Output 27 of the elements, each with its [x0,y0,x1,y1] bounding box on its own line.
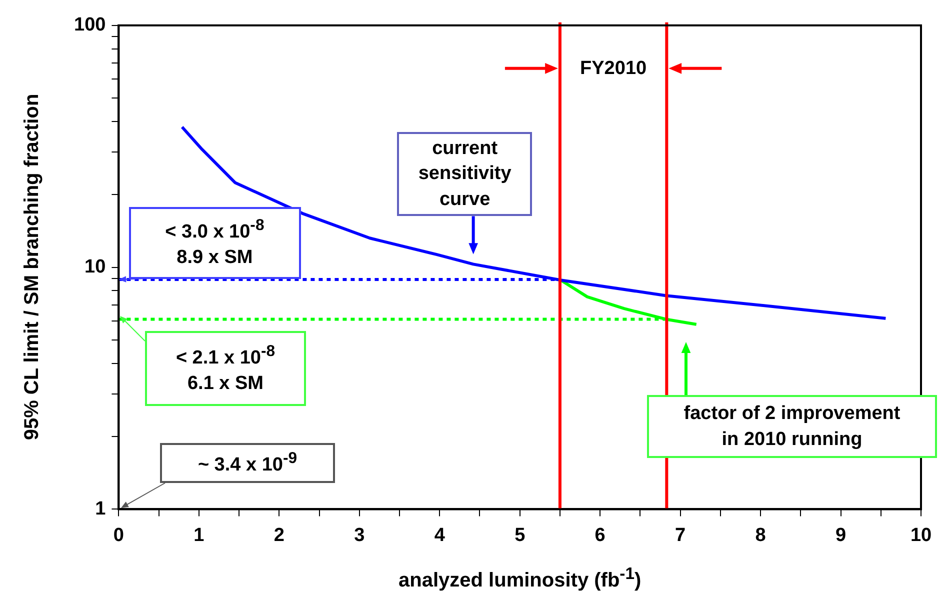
text-box: current sensitivity curve [397,132,532,216]
x-tick-label: 4 [434,524,446,546]
text-box: ~ 3.4 x 10$^{-9}$ [160,443,335,483]
annotation: factor of 2 improvement in 2010 running [682,402,902,452]
annotation: current sensitivity curve [417,136,512,212]
x-tick-label: 9 [835,524,846,546]
x-tick-label: 1 [194,524,205,546]
x-tick-label: 10 [910,524,932,546]
x-tick-label: 5 [514,524,526,546]
y-tick-label: 1 [95,498,106,520]
x-tick-label: 2 [274,524,284,546]
annotation: ~ 3.4 x 10$^{-9}$ [196,449,298,478]
x-tick-label: 0 [113,524,124,546]
text-box: < 3.0 x 10$^{-8}$ 8.9 x SM [128,206,301,279]
x-tick-label: 3 [354,524,365,546]
y-tick-label: 10 [84,256,106,278]
y-tick-label: 100 [74,14,106,36]
text-box: factor of 2 improvement in 2010 running [647,395,937,458]
y-axis-title: 95% CL limit / SM branching fraction [21,93,44,442]
x-axis-title: analyzed luminosity (fb$^{-1}$) [398,564,642,593]
annotation: < 3.0 x 10$^{-8}$ 8.9 x SM [164,216,266,270]
annotation: < 2.1 x 10$^{-8}$ 6.1 x SM [174,342,276,396]
x-tick-label: 7 [675,524,686,546]
annotation: FY2010 [579,56,648,81]
x-tick-label: 6 [594,524,606,546]
text-box: < 2.1 x 10$^{-8}$ 6.1 x SM [145,331,306,406]
x-tick-label: 8 [755,524,766,546]
